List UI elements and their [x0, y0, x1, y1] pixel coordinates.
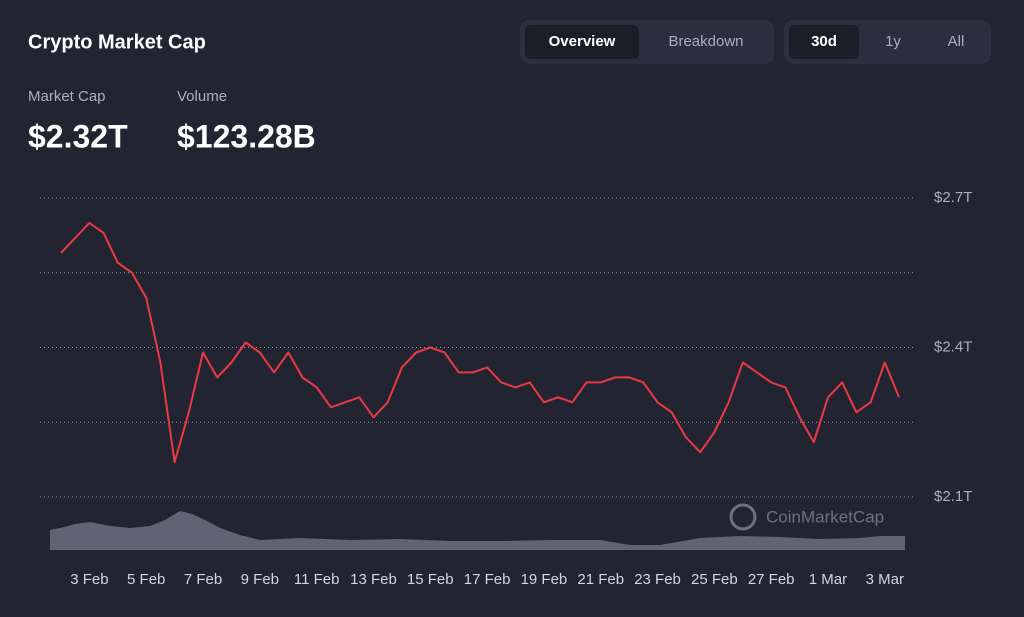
x-tick-label: 19 Feb	[521, 571, 568, 588]
stat-value: $123.28B	[177, 118, 316, 154]
watermark: CoinMarketCap	[729, 503, 884, 531]
x-tick-label: 17 Feb	[464, 571, 511, 588]
range-button[interactable]: 30d	[811, 33, 837, 50]
stat-label: Market Cap	[28, 88, 106, 105]
x-tick-label: 5 Feb	[127, 571, 165, 588]
x-tick-label: 23 Feb	[634, 571, 681, 588]
x-tick-label: 1 Mar	[809, 571, 847, 588]
range-button[interactable]: All	[948, 33, 965, 50]
tab-button[interactable]: Overview	[549, 33, 616, 50]
tab-button[interactable]: Breakdown	[668, 33, 743, 50]
stat-label: Volume	[177, 88, 227, 105]
y-tick-label: $2.1T	[934, 488, 972, 505]
x-tick-label: 3 Mar	[866, 571, 904, 588]
x-tick-label: 25 Feb	[691, 571, 738, 588]
x-tick-label: 9 Feb	[241, 571, 279, 588]
tab-active-bg	[525, 25, 639, 59]
x-tick-label: 13 Feb	[350, 571, 397, 588]
x-tick-label: 11 Feb	[294, 571, 340, 588]
watermark-logo	[729, 503, 757, 531]
range-active-bg	[789, 25, 859, 59]
x-tick-label: 7 Feb	[184, 571, 222, 588]
watermark-text: CoinMarketCap	[766, 507, 884, 526]
price-line	[60, 221, 900, 464]
x-tick-label: 21 Feb	[577, 571, 624, 588]
y-tick-label: $2.7T	[934, 189, 972, 206]
plot: $2.1T $2.4T $2.7T 3 Feb 5 Feb 7 Feb 9 Feb 11 Fe…	[40, 189, 972, 588]
x-tick-label: 3 Feb	[70, 571, 108, 588]
volume-area	[50, 511, 905, 550]
y-tick-label: $2.4T	[934, 338, 972, 355]
title: Crypto Market Cap	[28, 31, 206, 53]
stat-value: $2.32T	[28, 118, 128, 154]
range-button[interactable]: 1y	[885, 33, 901, 50]
x-tick-label: 15 Feb	[407, 571, 454, 588]
x-tick-label: 27 Feb	[748, 571, 795, 588]
